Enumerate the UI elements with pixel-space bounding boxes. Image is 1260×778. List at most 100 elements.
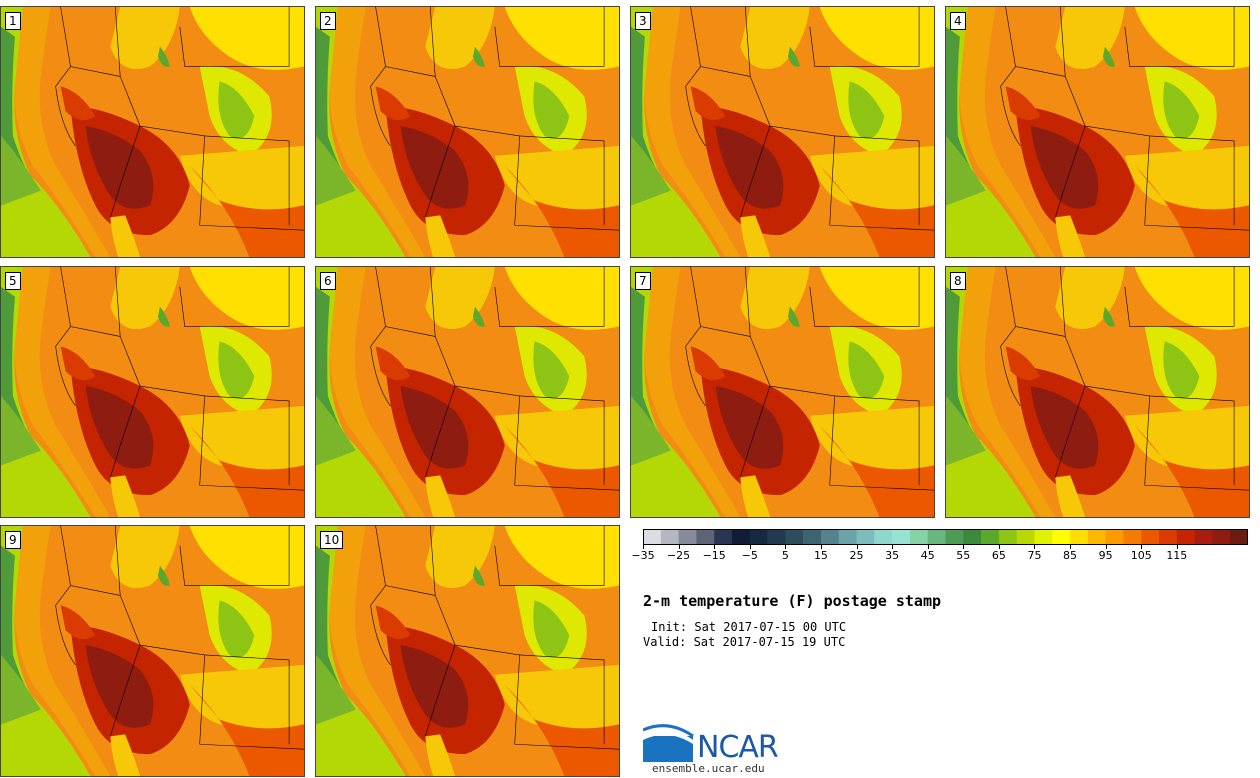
colorbar-tick-label: 85 <box>1063 549 1078 562</box>
colorbar-swatch <box>998 529 1017 545</box>
colorbar-tick <box>678 545 680 549</box>
colorbar-tick <box>820 545 822 549</box>
map-panel: 2 <box>315 6 620 258</box>
colorbar-tick <box>1070 545 1072 549</box>
colorbar-swatch <box>1034 529 1053 545</box>
colorbar-tick <box>856 545 858 549</box>
colorbar-tick <box>998 545 1000 549</box>
colorbar-swatch <box>838 529 857 545</box>
member-label: 10 <box>320 531 344 549</box>
colorbar-swatch <box>714 529 733 545</box>
map-panel: 9 <box>0 525 305 777</box>
member-label: 5 <box>5 272 21 290</box>
colorbar-swatch <box>945 529 964 545</box>
site-url: ensemble.ucar.edu <box>652 762 765 775</box>
colorbar-swatch <box>927 529 946 545</box>
colorbar-tick-label: 15 <box>813 549 828 562</box>
colorbar-swatch <box>1087 529 1106 545</box>
map-panel: 3 <box>630 6 935 258</box>
colorbar-tick-label: 45 <box>920 549 935 562</box>
member-label: 4 <box>950 12 966 30</box>
temperature-colorbar <box>643 529 1248 545</box>
colorbar-swatch <box>963 529 982 545</box>
colorbar-swatch <box>1141 529 1160 545</box>
colorbar-tick-label: 95 <box>1098 549 1113 562</box>
member-label: 6 <box>320 272 336 290</box>
colorbar-swatch <box>696 529 715 545</box>
colorbar-tick-label: 105 <box>1130 549 1152 562</box>
map-panel: 5 <box>0 266 305 518</box>
temperature-map <box>1 7 304 257</box>
colorbar-swatch <box>643 529 662 545</box>
temperature-map <box>946 7 1249 257</box>
colorbar-tick-label: 65 <box>991 549 1006 562</box>
colorbar-tick-label: 35 <box>885 549 900 562</box>
colorbar-swatch <box>1123 529 1142 545</box>
colorbar-swatch <box>1105 529 1124 545</box>
colorbar-swatch <box>909 529 928 545</box>
temperature-map <box>1 526 304 776</box>
colorbar-swatch <box>1194 529 1213 545</box>
colorbar-swatch <box>678 529 697 545</box>
member-label: 3 <box>635 12 651 30</box>
map-panel: 8 <box>945 266 1250 518</box>
colorbar-swatch <box>1070 529 1089 545</box>
temperature-map <box>316 267 619 517</box>
init-time: Init: Sat 2017-07-15 00 UTC <box>651 620 847 634</box>
colorbar-tick <box>749 545 751 549</box>
colorbar-tick <box>963 545 965 549</box>
colorbar-swatch <box>660 529 679 545</box>
colorbar-swatch <box>874 529 893 545</box>
temperature-map <box>316 526 619 776</box>
colorbar-swatch <box>1176 529 1195 545</box>
colorbar-swatch <box>1230 529 1248 545</box>
map-panel: 10 <box>315 525 620 777</box>
member-label: 1 <box>5 12 21 30</box>
colorbar-swatch <box>856 529 875 545</box>
colorbar-swatch <box>731 529 751 545</box>
colorbar-swatch <box>1159 529 1178 545</box>
ncar-logo-icon <box>643 724 694 762</box>
colorbar-tick-label: 55 <box>956 549 971 562</box>
colorbar-swatch <box>767 529 786 545</box>
colorbar-swatch <box>803 529 822 545</box>
colorbar-tick <box>1141 545 1143 549</box>
colorbar-tick-label: 115 <box>1166 549 1188 562</box>
colorbar-tick <box>714 545 716 549</box>
colorbar-tick-label: 5 <box>781 549 789 562</box>
map-panel: 1 <box>0 6 305 258</box>
colorbar-swatch <box>785 529 804 545</box>
temperature-map <box>631 267 934 517</box>
colorbar-tick-label: −15 <box>702 549 726 562</box>
colorbar-swatch <box>892 529 911 545</box>
logo-wordmark: NCAR <box>697 730 779 765</box>
member-label: 9 <box>5 531 21 549</box>
colorbar-swatch <box>1052 529 1071 545</box>
colorbar-tick <box>1034 545 1036 549</box>
map-panel: 6 <box>315 266 620 518</box>
colorbar-tick-label: −35 <box>631 549 655 562</box>
colorbar-tick-label: 75 <box>1027 549 1042 562</box>
colorbar-swatch <box>981 529 1000 545</box>
colorbar-tick <box>785 545 787 549</box>
temperature-map <box>946 267 1249 517</box>
member-label: 7 <box>635 272 651 290</box>
colorbar-tick-label: −5 <box>741 549 758 562</box>
colorbar-swatch <box>1016 529 1035 545</box>
colorbar-tick <box>892 545 894 549</box>
map-panel: 7 <box>630 266 935 518</box>
chart-title: 2-m temperature (F) postage stamp <box>643 592 942 610</box>
colorbar-tick <box>1105 545 1107 549</box>
map-panel: 4 <box>945 6 1250 258</box>
colorbar-tick <box>1176 545 1178 549</box>
colorbar-ticks: −35 −25 −15 −5 5 15 25 35 45 55 65 75 85 95 105 115 <box>631 545 1248 565</box>
colorbar-tick-label: 25 <box>849 549 864 562</box>
member-label: 2 <box>320 12 336 30</box>
colorbar-swatch <box>1212 529 1231 545</box>
colorbar-swatch <box>820 529 840 545</box>
colorbar-tick <box>927 545 929 549</box>
colorbar-tick <box>643 545 644 549</box>
temperature-map <box>1 267 304 517</box>
colorbar-tick-label: −25 <box>666 549 691 562</box>
temperature-map <box>316 7 619 257</box>
